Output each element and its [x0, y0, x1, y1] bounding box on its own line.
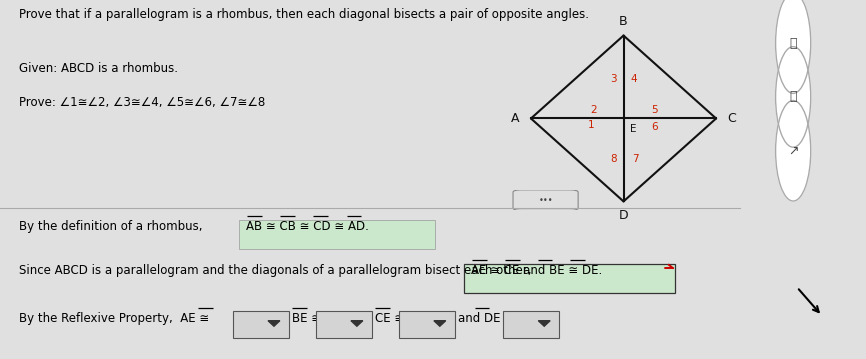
Text: Prove that if a parallelogram is a rhombus, then each diagonal bisects a pair of: Prove that if a parallelogram is a rhomb…: [18, 8, 589, 21]
Text: E: E: [630, 125, 637, 134]
Text: •••: •••: [539, 196, 553, 205]
Text: AB ≅ CB ≅ CD ≅ AD.: AB ≅ CB ≅ CD ≅ AD.: [246, 220, 369, 233]
Text: By the definition of a rhombus,: By the definition of a rhombus,: [18, 220, 210, 233]
Text: 1: 1: [588, 120, 595, 130]
FancyBboxPatch shape: [239, 220, 436, 249]
Text: 3: 3: [611, 74, 617, 84]
Text: By the Reflexive Property,  AE ≅: By the Reflexive Property, AE ≅: [18, 312, 209, 325]
Text: 2: 2: [591, 104, 597, 115]
Circle shape: [776, 47, 811, 147]
Text: Given: ABCD is a rhombus.: Given: ABCD is a rhombus.: [18, 62, 178, 75]
Text: Prove: ∠1≅∠2, ∠3≅∠4, ∠5≅∠6, ∠7≅∠8: Prove: ∠1≅∠2, ∠3≅∠4, ∠5≅∠6, ∠7≅∠8: [18, 96, 265, 109]
Text: BE ≅: BE ≅: [292, 312, 321, 325]
Text: A: A: [511, 112, 520, 125]
Text: 🔍: 🔍: [790, 37, 797, 50]
Text: C: C: [727, 112, 736, 125]
Circle shape: [776, 101, 811, 201]
Text: 6: 6: [651, 122, 657, 132]
Polygon shape: [539, 321, 550, 326]
Text: 5: 5: [651, 104, 657, 115]
Text: Since ABCD is a parallelogram and the diagonals of a parallelogram bisect each o: Since ABCD is a parallelogram and the di…: [18, 264, 539, 277]
Text: 7: 7: [632, 154, 639, 164]
Text: AE ≅ CE and BE ≅ DE.: AE ≅ CE and BE ≅ DE.: [471, 264, 602, 277]
Polygon shape: [434, 321, 446, 326]
Text: B: B: [619, 15, 628, 28]
Polygon shape: [351, 321, 363, 326]
Text: and DE ≅: and DE ≅: [457, 312, 514, 325]
FancyBboxPatch shape: [233, 311, 288, 339]
Polygon shape: [268, 321, 280, 326]
Text: D: D: [618, 209, 629, 222]
FancyBboxPatch shape: [464, 264, 675, 293]
FancyBboxPatch shape: [503, 311, 559, 339]
Text: 🔍: 🔍: [790, 90, 797, 103]
Text: 4: 4: [630, 74, 637, 84]
Circle shape: [776, 0, 811, 93]
FancyBboxPatch shape: [513, 190, 578, 210]
FancyBboxPatch shape: [316, 311, 372, 339]
Text: CE ≅: CE ≅: [375, 312, 404, 325]
Text: ↗: ↗: [788, 144, 798, 157]
FancyBboxPatch shape: [399, 311, 455, 339]
Text: 8: 8: [611, 154, 617, 164]
